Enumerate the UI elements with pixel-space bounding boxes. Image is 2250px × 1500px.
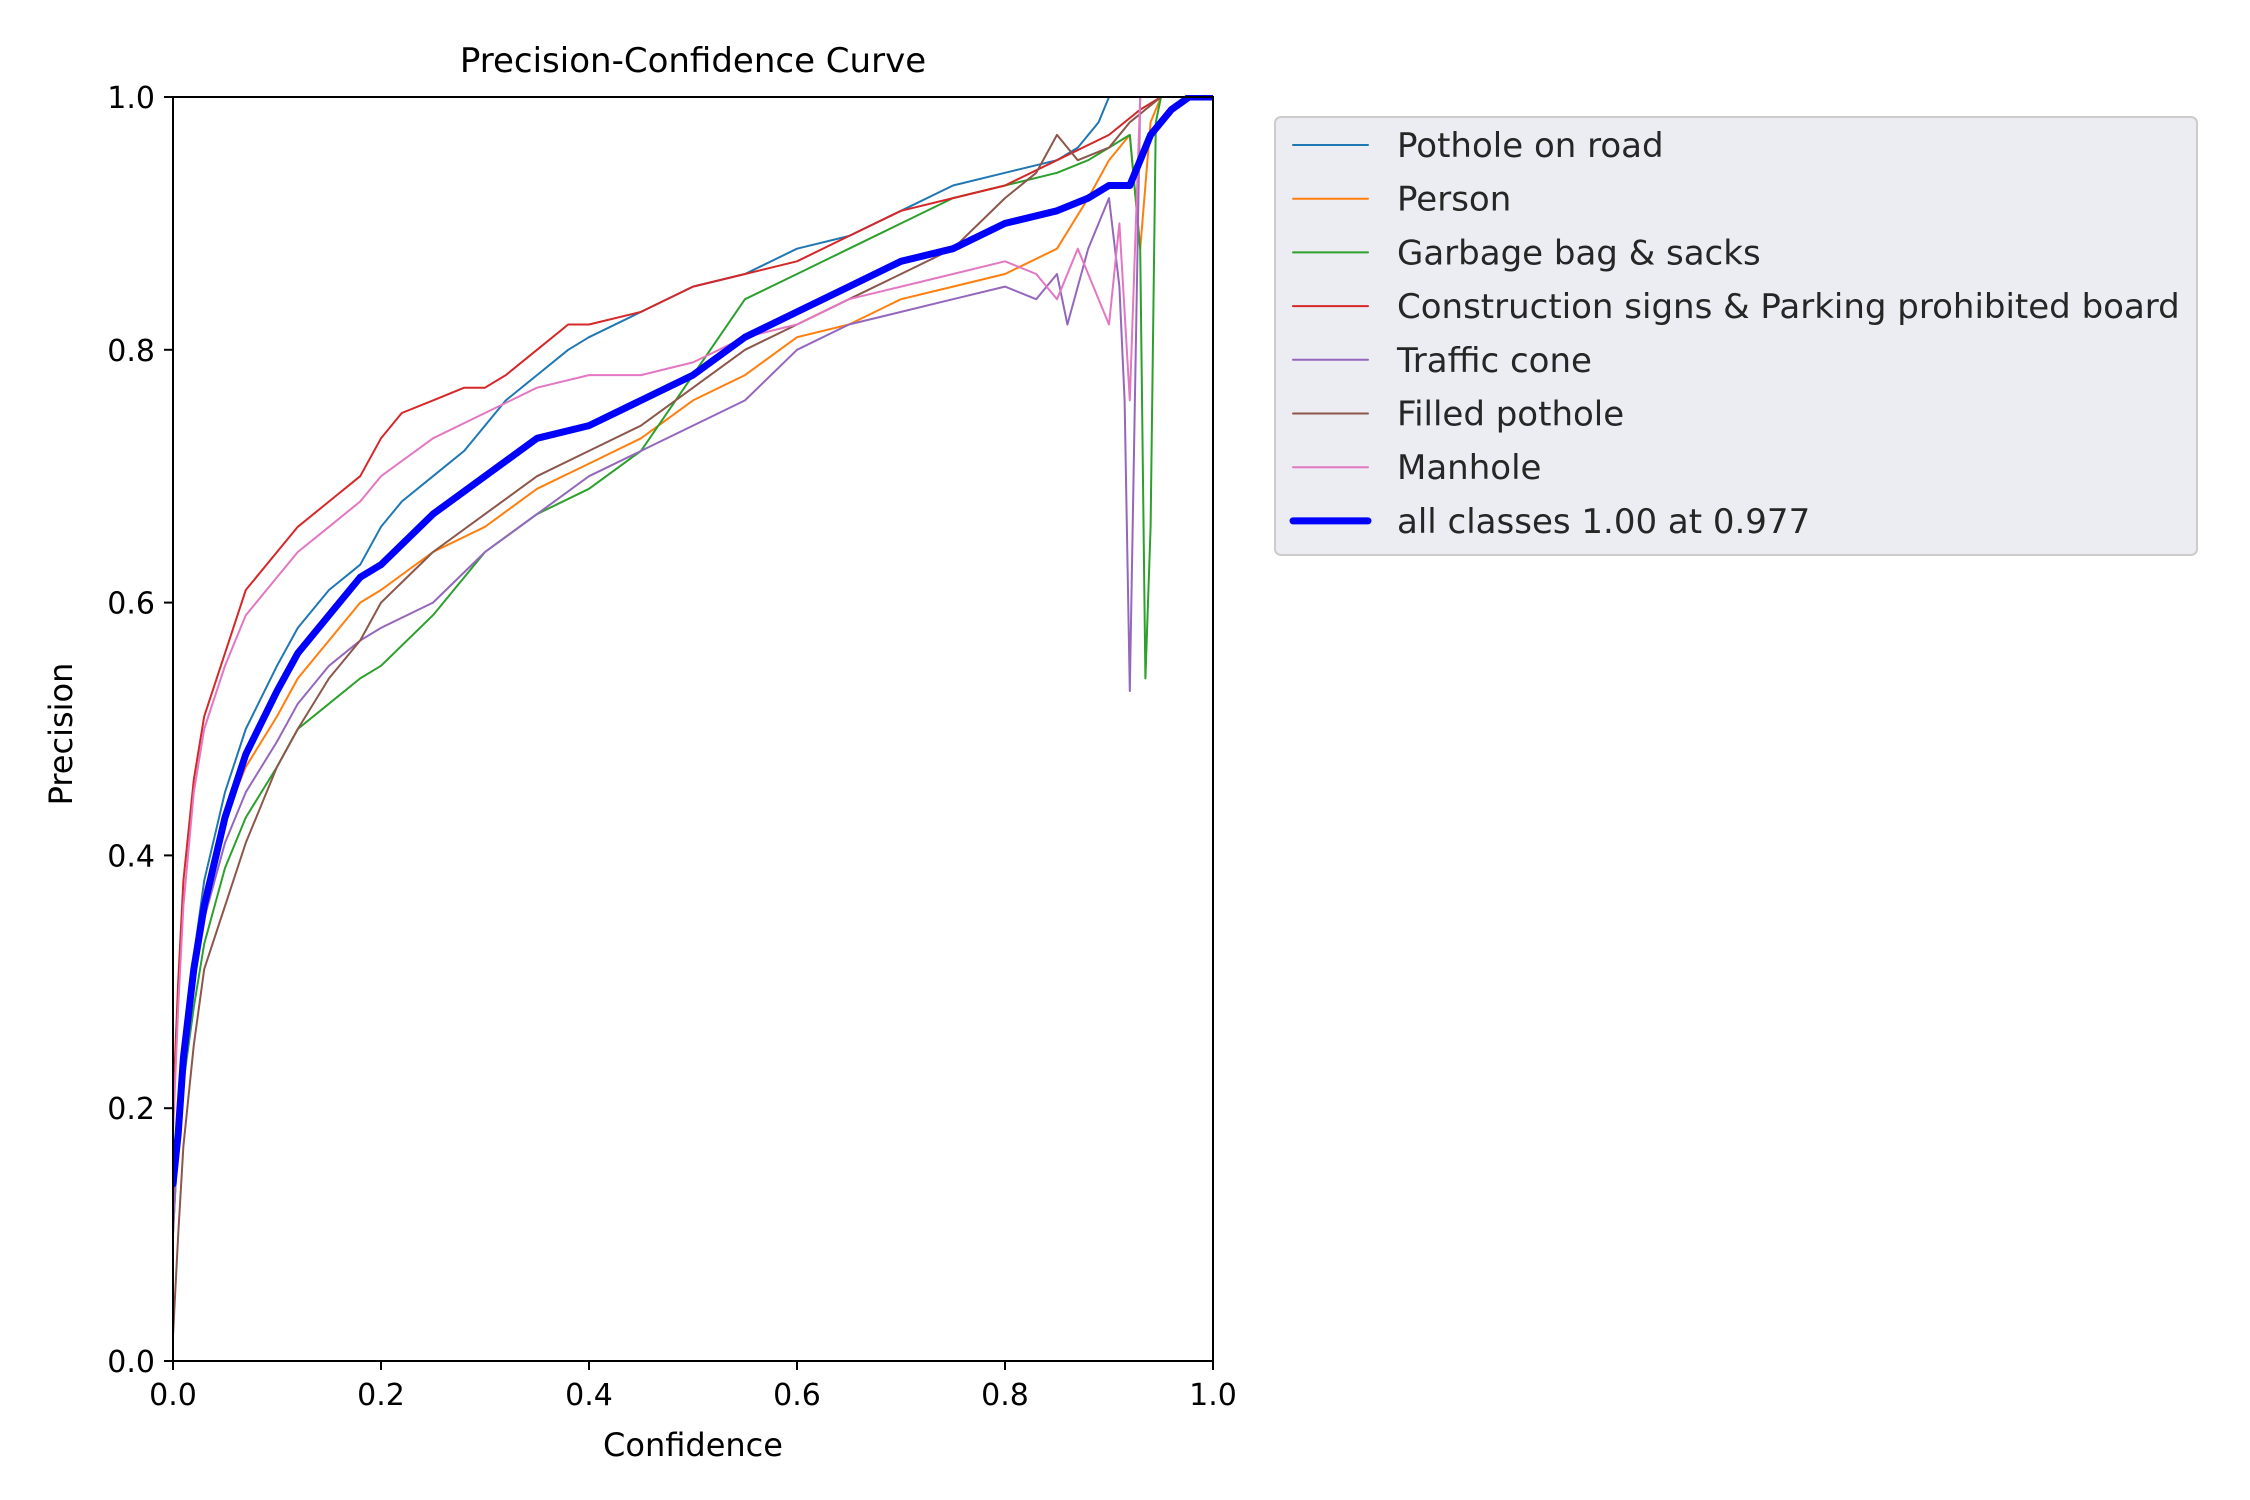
y-tick-label: 0.0 xyxy=(107,1345,155,1380)
x-tick-label: 0.6 xyxy=(773,1378,821,1413)
x-tick-label: 0.0 xyxy=(149,1378,197,1413)
series-line-6 xyxy=(173,96,1142,1135)
chart-title: Precision-Confidence Curve xyxy=(460,41,926,81)
y-tick-label: 0.6 xyxy=(107,587,155,622)
plot-area xyxy=(173,95,1213,1337)
legend-label: Filled pothole xyxy=(1397,395,1624,435)
y-tick-label: 0.2 xyxy=(107,1092,155,1127)
axis-ticks: 0.0 0.2 0.4 0.6 0.8 1.0 0.0 0.2 0.4 0.6 0.8 1.0 xyxy=(107,81,1237,1413)
legend-label: Construction signs & Parking prohibited … xyxy=(1397,287,2180,327)
x-tick-label: 1.0 xyxy=(1189,1378,1237,1413)
legend-label: all classes 1.00 at 0.977 xyxy=(1397,502,1810,542)
series-line-2 xyxy=(173,96,1162,1236)
legend-label: Pothole on road xyxy=(1397,126,1664,166)
legend-box xyxy=(1274,116,2198,556)
y-axis-label: Precision xyxy=(42,663,80,806)
y-tick-label: 0.8 xyxy=(107,334,155,369)
series-line-5 xyxy=(173,96,1162,1337)
series-line-7 xyxy=(173,95,1213,1188)
series-line-4 xyxy=(173,96,1142,1236)
legend-label: Manhole xyxy=(1397,448,1541,488)
y-tick-label: 1.0 xyxy=(107,81,155,116)
y-tick-label: 0.4 xyxy=(107,839,155,874)
legend-label: Traffic cone xyxy=(1396,341,1592,381)
plot-frame xyxy=(172,96,1214,1362)
legend-label: Garbage bag & sacks xyxy=(1397,233,1761,273)
x-tick-label: 0.2 xyxy=(357,1378,405,1413)
legend-label: Person xyxy=(1397,180,1511,220)
series-line-0 xyxy=(173,96,1110,1173)
x-tick-label: 0.8 xyxy=(981,1378,1029,1413)
series-line-3 xyxy=(173,96,1162,1110)
x-tick-label: 0.4 xyxy=(565,1378,613,1413)
legend: Pothole on road Person Garbage bag & sacks… xyxy=(1274,116,2198,556)
x-axis-label: Confidence xyxy=(603,1426,783,1464)
